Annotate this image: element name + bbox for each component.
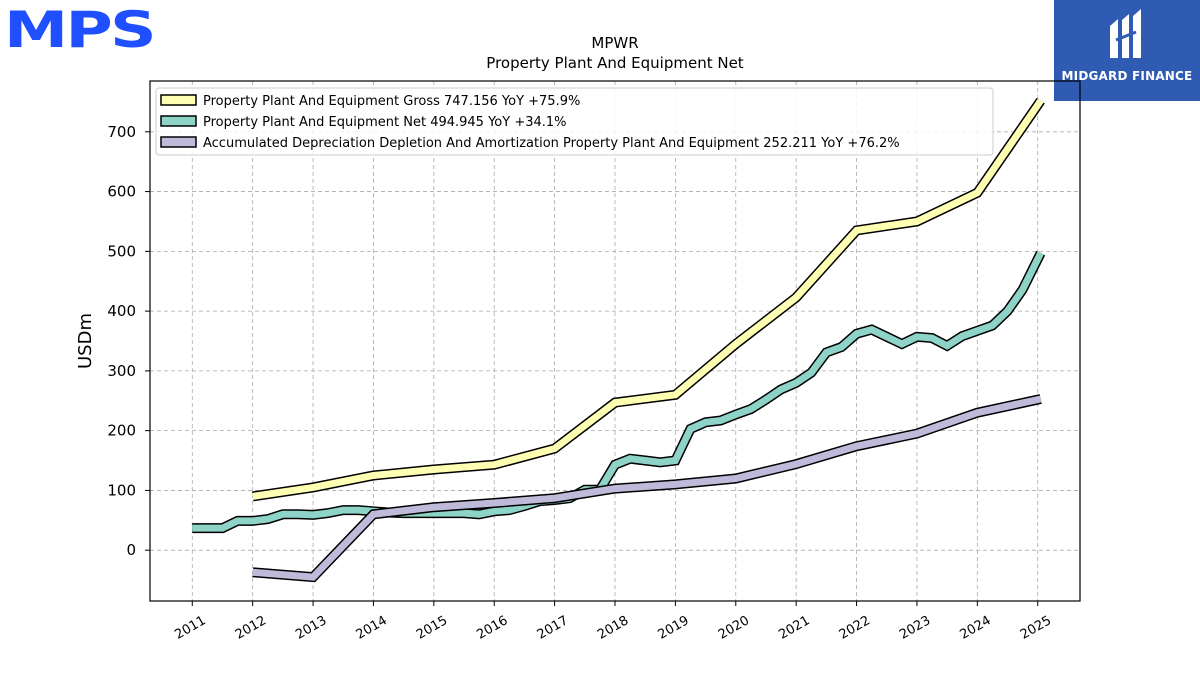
x-tick-label: 2023: [897, 613, 933, 643]
midgard-emblem-icon: [1110, 9, 1141, 58]
chart-subtitle: Property Plant And Equipment Net: [486, 54, 743, 72]
y-tick-label: 700: [107, 123, 136, 141]
x-tick-label: 2021: [776, 613, 812, 643]
mps-logo: MPS: [4, 1, 156, 59]
x-tick-label: 2019: [656, 613, 692, 643]
y-tick-label: 100: [107, 481, 136, 499]
chart-title: MPWR: [591, 34, 638, 52]
midgard-finance-logo: MIDGARD FINANCE: [1054, 0, 1200, 101]
series-2: [192, 250, 1046, 534]
x-tick-label: 2011: [172, 613, 208, 643]
y-axis: 0 100 200 300 400 500 600 700: [107, 123, 150, 559]
y-tick-label: 300: [107, 362, 136, 380]
x-tick-label: 2020: [716, 613, 752, 643]
x-tick-label: 2022: [837, 613, 873, 643]
x-tick-label: 2025: [1018, 613, 1054, 643]
legend: Property Plant And Equipment Gross 747.1…: [155, 87, 994, 156]
series-3-line: [252, 395, 1042, 581]
x-tick-label: 2024: [958, 613, 994, 643]
y-tick-label: 200: [107, 422, 136, 440]
legend-swatch: [160, 115, 197, 127]
grid-lines: [150, 81, 1080, 601]
legend-swatch: [160, 94, 197, 106]
x-tick-label: 2016: [474, 613, 510, 643]
series-1-line: [252, 98, 1044, 500]
x-tick-label: 2014: [354, 613, 390, 643]
x-tick-label: 2013: [293, 613, 329, 643]
mps-logo-text: MPS: [4, 5, 154, 51]
x-tick-label: 2012: [233, 613, 269, 643]
legend-swatch: [160, 136, 197, 148]
y-tick-label: 500: [107, 242, 136, 260]
legend-label: Accumulated Depreciation Depletion And A…: [203, 136, 900, 151]
y-tick-label: 0: [126, 541, 136, 559]
series-3: [252, 394, 1042, 583]
x-axis: 2011 2012 2013 2014 2015 2016 2017 2018 2019 2020…: [172, 601, 1054, 643]
x-tick-label: 2018: [595, 613, 631, 643]
series-layer: [192, 97, 1046, 583]
y-axis-label: USDm: [75, 313, 96, 369]
midgard-finance-label: MIDGARD FINANCE: [1061, 69, 1193, 83]
legend-label: Property Plant And Equipment Net 494.945…: [203, 115, 567, 130]
legend-box: [155, 87, 994, 156]
y-tick-label: 600: [107, 183, 136, 201]
series-2-line: [192, 251, 1044, 532]
series-1-outline: [251, 97, 1045, 502]
x-tick-label: 2017: [535, 613, 571, 643]
y-tick-label: 400: [107, 302, 136, 320]
x-tick-label: 2015: [414, 613, 450, 643]
series-1: [251, 97, 1045, 502]
legend-label: Property Plant And Equipment Gross 747.1…: [203, 94, 580, 109]
